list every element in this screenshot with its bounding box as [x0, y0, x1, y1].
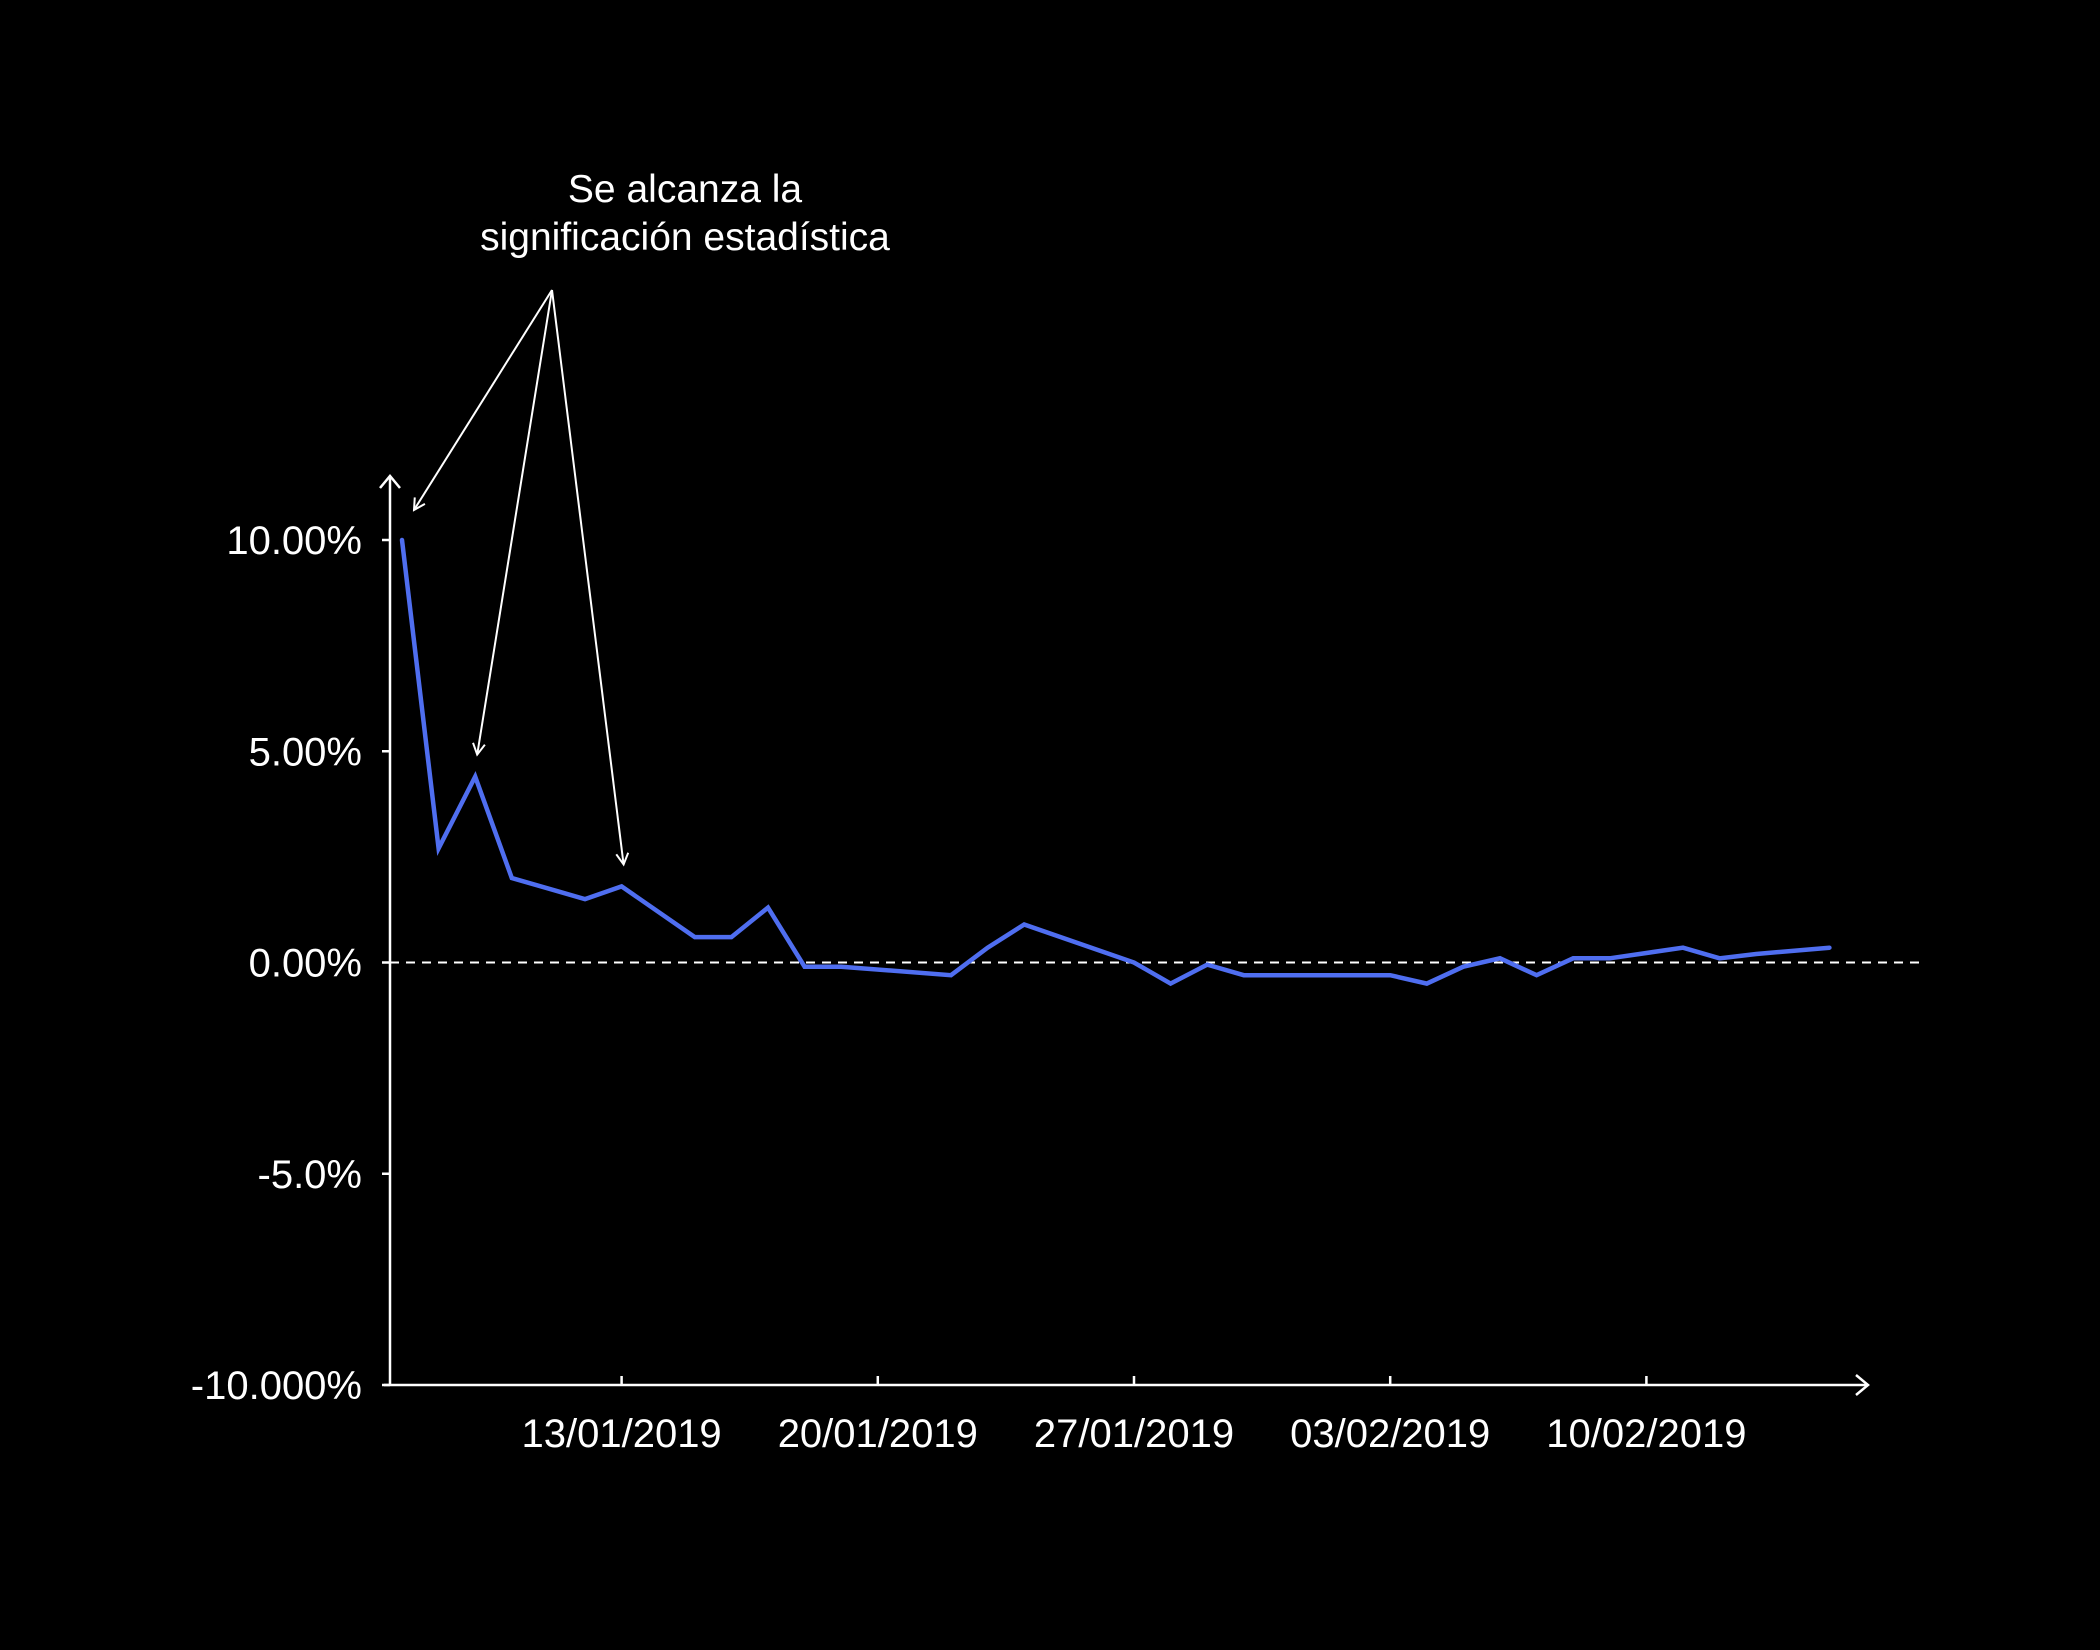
series-line: [399, 537, 1832, 987]
y-tick-label: -5.0%: [258, 1153, 363, 1197]
y-tick-label: 5.00%: [249, 730, 362, 774]
y-tick-label: -10.000%: [191, 1364, 362, 1408]
annotation-arrows: [414, 289, 624, 864]
x-tick-label: 13/01/2019: [521, 1412, 721, 1456]
x-axis-arrowhead: [1855, 1374, 1870, 1396]
annotation: Se alcanza la significación estadística: [414, 168, 890, 864]
y-axis-arrowhead: [379, 474, 401, 489]
y-axis-ticks: 10.00% 5.00% 0.00% -5.0% -10.000%: [191, 519, 390, 1408]
x-tick-label: 03/02/2019: [1290, 1412, 1490, 1456]
y-tick-label: 0.00%: [249, 942, 362, 986]
x-tick-label: 27/01/2019: [1034, 1412, 1234, 1456]
y-tick-label: 10.00%: [226, 519, 362, 563]
annotation-arrow: [477, 289, 553, 755]
annotation-text-line-2: significación estadística: [480, 216, 890, 259]
annotation-text-line-1: Se alcanza la: [568, 168, 802, 211]
x-tick-label: 20/01/2019: [778, 1412, 978, 1456]
x-axis-ticks: 13/01/2019 20/01/2019 27/01/2019 03/02/2019…: [521, 1376, 1747, 1456]
x-tick-label: 10/02/2019: [1546, 1412, 1746, 1456]
annotation-arrow: [551, 289, 624, 864]
annotation-arrow: [414, 289, 553, 510]
